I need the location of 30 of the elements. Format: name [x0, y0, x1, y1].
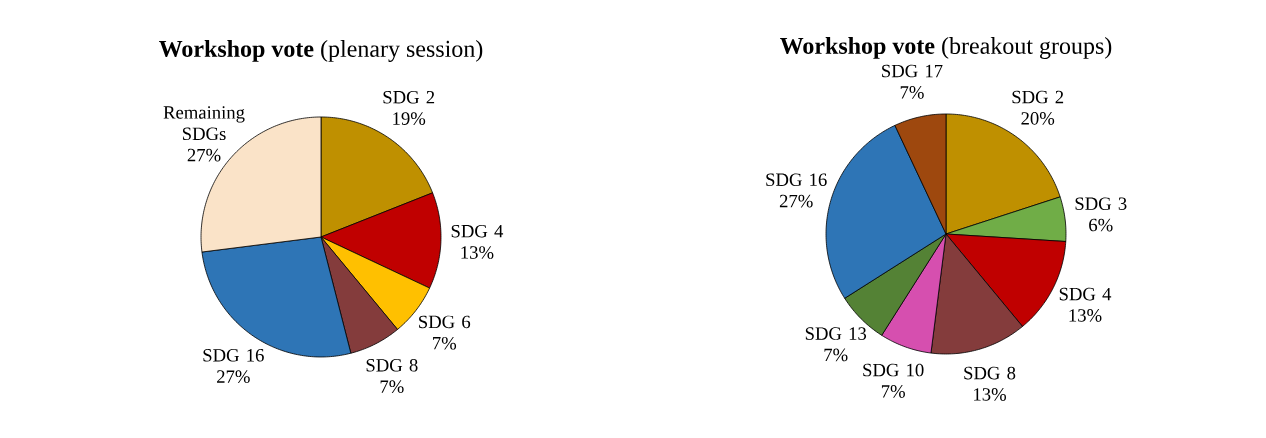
chart-title: Workshop vote (breakout groups)	[780, 37, 1112, 59]
slice-label: SDG 16	[203, 349, 264, 362]
slice-label: SDG 8	[964, 366, 1016, 380]
data-label: 13%	[974, 388, 1006, 401]
slice-label: SDG 4	[1059, 287, 1112, 301]
chart-title: Workshop vote (plenary session)	[159, 40, 483, 62]
data-label: 7%	[824, 348, 848, 362]
data-label: 20%	[1021, 112, 1055, 125]
data-label: 27%	[779, 194, 813, 208]
data-label: 7%	[433, 336, 457, 350]
slice-label: SDG 4	[451, 224, 504, 238]
slice-label: SDG 2	[1012, 90, 1064, 104]
slice-label: SDG 16	[766, 173, 827, 187]
data-label: 7%	[881, 385, 905, 398]
data-label: 7%	[380, 380, 404, 393]
slice-label: SDG 17	[882, 64, 943, 78]
data-label: 27%	[187, 148, 221, 162]
data-label: 6%	[1089, 218, 1113, 232]
data-label: 27%	[217, 370, 250, 383]
data-label: 13%	[1069, 309, 1102, 322]
slice-label: SDG 2	[383, 91, 435, 104]
slice-label: SDG 8	[366, 358, 418, 372]
slice-label: Remaining SDGs	[163, 106, 245, 141]
data-label: 7%	[900, 86, 924, 99]
data-label: 19%	[393, 112, 426, 125]
slice-label: SDG 13	[805, 327, 867, 340]
slice-label: SDG 3	[1075, 197, 1127, 211]
data-label: 13%	[461, 246, 494, 259]
slice-label: SDG 6	[419, 315, 471, 329]
slice-label: SDG 10	[863, 363, 924, 377]
